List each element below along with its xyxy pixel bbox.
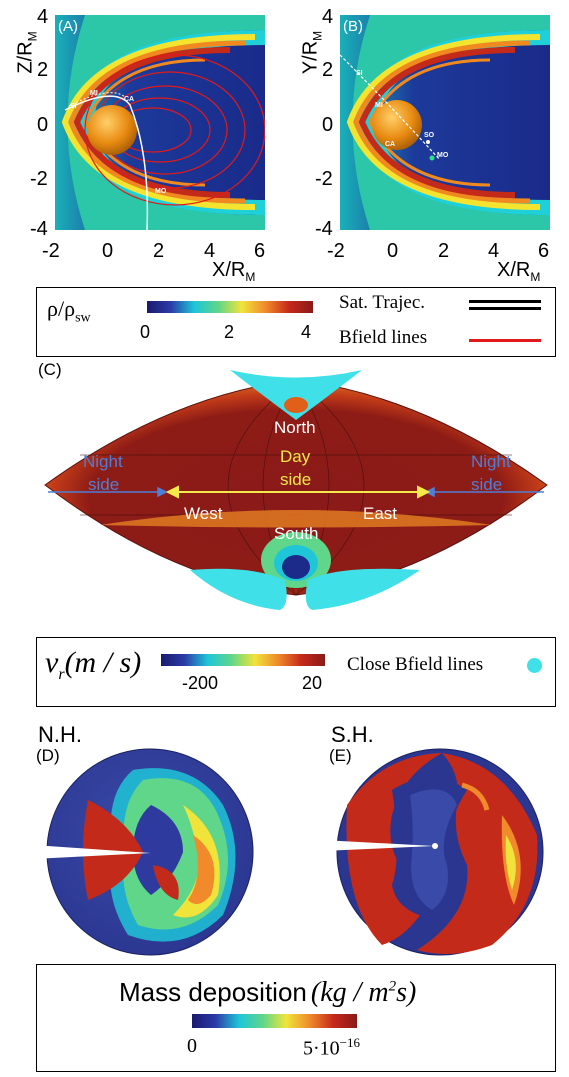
map-day-label: side — [280, 470, 312, 489]
panel-b-ytick: 0 — [322, 114, 334, 136]
density-colorbar — [147, 301, 313, 313]
map-night-left-label: side — [88, 475, 120, 494]
density-tick: 2 — [224, 322, 235, 342]
panel-b-xtick: 6 — [538, 240, 550, 262]
density-label: ρ/ρsw — [47, 296, 91, 326]
mass-deposition-label: Mass deposition (kg / m2s) — [119, 977, 417, 1008]
panel-a-ytick: 0 — [37, 114, 49, 136]
panel-e-sphere — [322, 748, 544, 956]
map-day-label: Day — [280, 447, 311, 466]
bfield-lines-swatch — [469, 339, 541, 342]
panel-e-label: (E) — [329, 746, 352, 765]
panel-a-point-mo: MO — [155, 188, 167, 195]
panel-b-xtick: 2 — [438, 240, 450, 262]
panel-a-point-mi: MI — [90, 90, 98, 97]
panel-e-hemisphere: S.H. — [331, 722, 374, 747]
sat-trajec-label: Sat. Trajec. — [339, 292, 426, 313]
panel-b-point-mo: MO — [437, 152, 449, 159]
panel-a-xtick: 2 — [153, 240, 165, 262]
map-south-label: South — [274, 524, 319, 543]
velocity-legend: vr(m / s) -200 20 Close Bfield lines — [36, 637, 556, 707]
velocity-tick: -200 — [182, 673, 219, 693]
map-night-right-label: side — [471, 475, 503, 494]
panel-d-sphere — [33, 748, 254, 956]
map-north-label: North — [274, 418, 316, 437]
panel-b-point-ca: CA — [385, 141, 396, 148]
panel-a-point-si: SI — [70, 103, 77, 110]
sat-trajec-swatch — [469, 300, 541, 303]
panel-b-point-so: SO — [424, 132, 435, 139]
panel-b-ylabel: Y/RM — [299, 30, 325, 75]
bfield-lines-label: Bfield lines — [339, 327, 428, 348]
map-night-right-label: Night — [471, 452, 511, 471]
close-bfield-label: Close Bfield lines — [347, 654, 484, 675]
panel-d-label: (D) — [36, 746, 60, 765]
close-bfield-swatch — [527, 658, 542, 673]
panel-a-label: (A) — [58, 18, 78, 35]
panel-d-hemisphere: N.H. — [38, 722, 82, 747]
panel-a-xtick: 6 — [254, 240, 266, 262]
panel-b-point-mi: MI — [375, 102, 383, 109]
panel-b-xtick: 0 — [387, 240, 399, 262]
density-legend: ρ/ρsw 0 2 4 Sat. Trajec. Bfield lines — [36, 287, 556, 357]
panel-b-xtick: -2 — [327, 240, 345, 262]
velocity-colorbar — [161, 654, 325, 666]
panel-b-ytick: 4 — [322, 6, 334, 28]
panel-b-ytick: -4 — [315, 218, 333, 240]
density-tick: 0 — [140, 322, 151, 342]
panel-b-plot — [340, 15, 550, 230]
panel-a-ytick: -2 — [30, 168, 48, 190]
sat-trajec-swatch — [469, 307, 541, 310]
panel-b-xtick: 4 — [488, 240, 500, 262]
velocity-tick: 20 — [302, 673, 323, 693]
panel-a-point-ca: CA — [124, 96, 135, 103]
map-west-label: West — [184, 504, 223, 523]
mass-deposition-legend: Mass deposition (kg / m2s) 0 5·10−16 — [36, 964, 556, 1072]
map-night-left-label: Night — [83, 452, 123, 471]
panel-a-xlabel: X/RM — [212, 259, 256, 284]
density-tick: 4 — [301, 322, 312, 342]
panel-b-ytick: -2 — [315, 168, 333, 190]
map-east-label: East — [363, 504, 398, 523]
velocity-label: vr(m / s) — [45, 646, 142, 683]
panel-c-map — [44, 370, 548, 610]
panel-a-xtick: 4 — [204, 240, 216, 262]
panel-a-ytick: -4 — [30, 218, 48, 240]
panel-a-ytick: 2 — [37, 59, 49, 81]
panel-a-xtick: -2 — [42, 240, 60, 262]
mass-deposition-tick-high: 5·10−16 — [303, 1035, 361, 1060]
panel-b-point-si: SI — [356, 70, 363, 77]
mass-deposition-tick-low: 0 — [187, 1035, 197, 1057]
panel-a-ytick: 4 — [37, 6, 49, 28]
panel-a-plot — [55, 15, 265, 230]
panel-b-ytick: 2 — [322, 59, 334, 81]
mass-deposition-colorbar — [192, 1014, 357, 1028]
panel-b-label: (B) — [343, 18, 363, 35]
panel-b-xlabel: X/RM — [497, 259, 541, 284]
panel-a-xtick: 0 — [102, 240, 114, 262]
panel-c-label: (C) — [38, 360, 62, 379]
panel-a-ylabel: Z/RM — [14, 31, 40, 74]
